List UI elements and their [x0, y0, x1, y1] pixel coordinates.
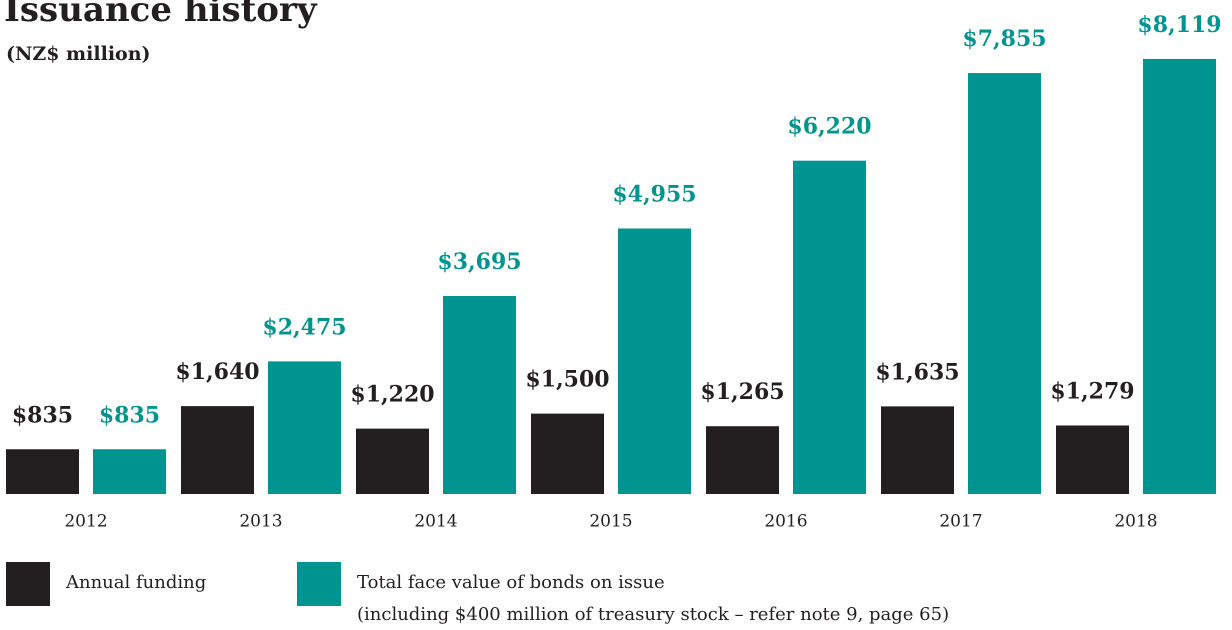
x-tick-label: 2018 [1114, 512, 1157, 532]
bar [93, 449, 166, 494]
value-label: $8,119 [1137, 12, 1221, 38]
value-label: $4,955 [612, 181, 696, 207]
legend-label: Total face value of bonds on issue [357, 572, 665, 593]
value-label: $2,475 [262, 314, 346, 340]
chart-subtitle: (NZ$ million) [6, 43, 151, 65]
bar [181, 406, 254, 494]
bar [1143, 58, 1216, 495]
value-label: $3,695 [437, 249, 521, 275]
x-tick-label: 2014 [414, 512, 457, 532]
bar [881, 406, 954, 494]
legend-label: Annual funding [65, 572, 206, 593]
bar [1056, 425, 1129, 494]
bar [793, 160, 866, 494]
bar [443, 295, 516, 494]
value-label: $1,640 [175, 359, 259, 385]
chart-title: Issuance history [4, 0, 318, 30]
legend-note: (including $400 million of treasury stoc… [357, 604, 949, 625]
bar [268, 361, 341, 494]
bar [706, 426, 779, 494]
legend-swatch [297, 562, 341, 606]
bar [356, 428, 429, 494]
x-tick-label: 2016 [764, 512, 807, 532]
value-label: $1,635 [875, 359, 959, 385]
legend-swatch [6, 562, 50, 606]
value-label: $835 [99, 402, 160, 428]
bar [968, 73, 1041, 494]
value-label: $6,220 [787, 114, 871, 140]
x-tick-label: 2017 [939, 512, 982, 532]
value-label: $1,220 [350, 382, 434, 408]
value-label: $7,855 [962, 26, 1046, 52]
bar [618, 228, 691, 494]
value-label: $1,500 [525, 367, 609, 393]
value-label: $1,279 [1050, 378, 1134, 404]
bar [531, 413, 604, 494]
x-tick-label: 2012 [64, 512, 107, 532]
value-label: $1,265 [700, 379, 784, 405]
x-tick-label: 2013 [239, 512, 282, 532]
value-label: $835 [12, 402, 73, 428]
bar [6, 449, 79, 494]
x-tick-label: 2015 [589, 512, 632, 532]
